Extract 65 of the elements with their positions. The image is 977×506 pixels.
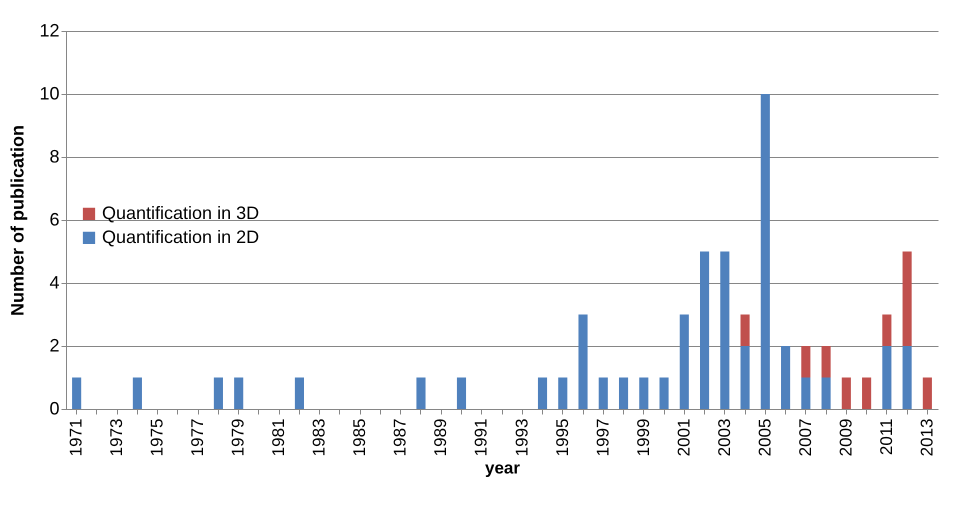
- y-tick-label: 12: [39, 20, 60, 40]
- x-tick-label: 1983: [310, 418, 329, 456]
- bar: [456, 378, 466, 409]
- y-axis-title: Number of publication: [7, 125, 28, 316]
- bar: [801, 346, 810, 378]
- bar: [781, 346, 790, 409]
- x-tick-label: 1977: [188, 418, 208, 456]
- x-tick-label: 1975: [148, 418, 167, 456]
- bar: [598, 378, 608, 409]
- bar: [740, 314, 750, 346]
- bar: [842, 378, 851, 409]
- bar: [801, 378, 810, 409]
- x-tick-label: 1993: [512, 418, 532, 456]
- legend-label: Quantification in 3D: [102, 202, 260, 223]
- bar: [720, 252, 730, 409]
- x-tick-label: 1997: [593, 418, 612, 456]
- x-tick-label: 1991: [472, 418, 491, 456]
- x-tick-label: 1981: [269, 418, 288, 456]
- bar: [822, 346, 831, 378]
- bar: [294, 378, 304, 409]
- x-tick-label: 1999: [634, 418, 653, 456]
- x-tick-label: 1985: [350, 418, 370, 456]
- bar: [760, 94, 770, 409]
- y-tick-label: 0: [49, 398, 60, 418]
- x-tick-label: 2011: [876, 418, 896, 456]
- y-tick-label: 4: [49, 272, 60, 292]
- bar: [639, 378, 648, 409]
- legend-label: Quantification in 2D: [102, 226, 260, 247]
- y-tick-label: 6: [49, 210, 60, 230]
- x-tick-label: 1971: [66, 418, 86, 456]
- bar: [902, 346, 912, 409]
- bar: [132, 378, 142, 409]
- y-tick-label: 10: [39, 84, 60, 104]
- x-tick-label: 1995: [552, 418, 572, 456]
- bar: [538, 378, 548, 409]
- bar: [234, 378, 244, 409]
- bar: [659, 378, 669, 409]
- x-tick-label: 2005: [755, 418, 774, 456]
- x-tick-label: 1987: [390, 418, 410, 456]
- x-axis-title: year: [485, 458, 520, 478]
- bar: [822, 378, 831, 409]
- bar: [882, 346, 892, 409]
- bar: [578, 314, 588, 409]
- x-tick-label: 2009: [836, 418, 856, 456]
- bar: [740, 346, 750, 409]
- bar: [882, 314, 892, 346]
- bar: [618, 378, 628, 409]
- x-tick-label: 1989: [431, 418, 450, 456]
- x-tick-label: 2013: [917, 418, 936, 456]
- bar: [922, 378, 932, 409]
- x-tick-label: 1973: [107, 418, 126, 456]
- bar: [862, 378, 872, 409]
- x-tick-label: 1979: [228, 418, 248, 456]
- bar: [214, 378, 223, 409]
- x-tick-label: 2001: [674, 418, 694, 456]
- bar: [902, 252, 912, 346]
- bar: [72, 378, 82, 409]
- y-tick-label: 8: [49, 146, 60, 166]
- x-tick-label: 2003: [714, 418, 734, 456]
- bar: [416, 378, 426, 409]
- bar: [680, 314, 689, 409]
- y-tick-label: 2: [49, 336, 60, 356]
- x-tick-label: 2007: [796, 418, 815, 456]
- bar: [558, 378, 568, 409]
- bar: [700, 252, 710, 409]
